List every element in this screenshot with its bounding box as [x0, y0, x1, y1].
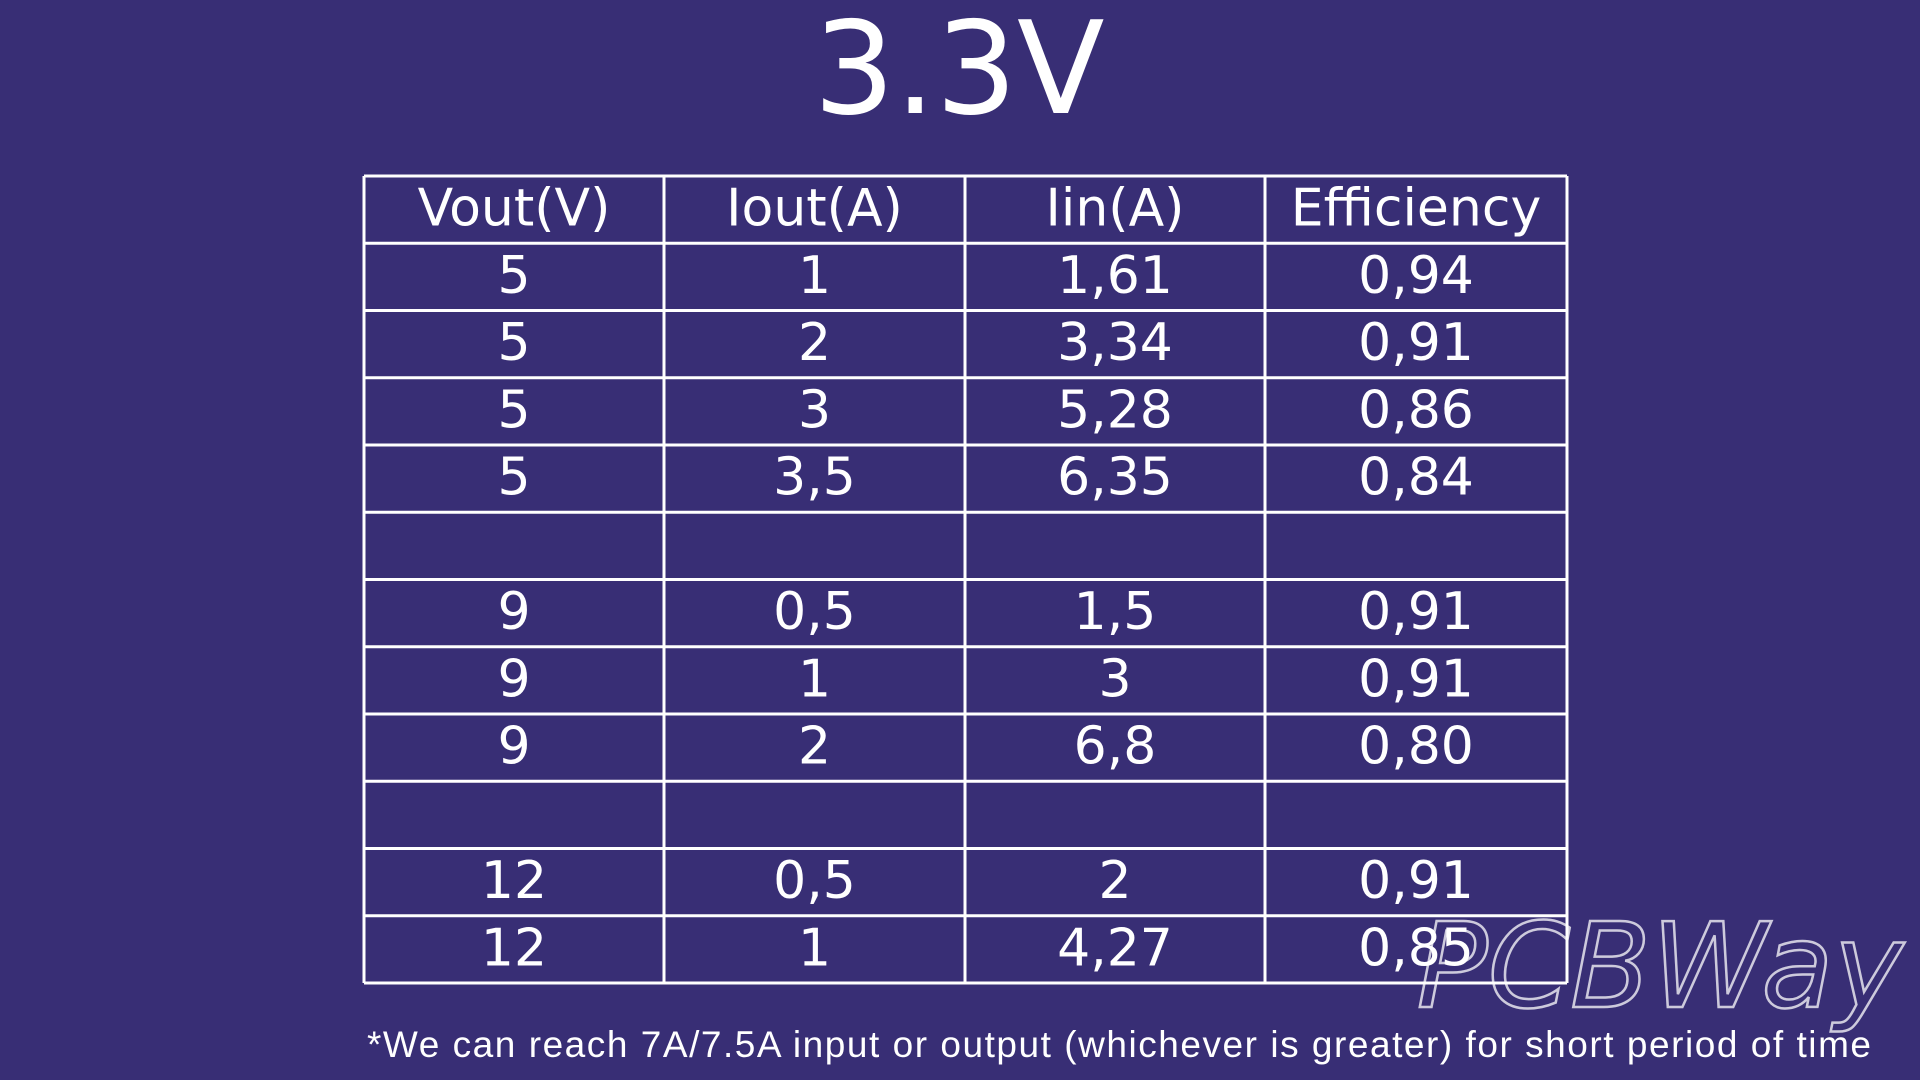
table-cell: 0,84: [1358, 448, 1474, 508]
table-cell: 0,85: [1358, 918, 1474, 978]
table-cell: 0,91: [1358, 851, 1474, 911]
table-cell: 1,61: [1057, 246, 1173, 306]
slide-title: 3.3V: [813, 0, 1104, 144]
table-cell: 0,91: [1358, 649, 1474, 709]
header-cell: Iout(A): [726, 179, 903, 239]
table-cell: 0,91: [1358, 582, 1474, 642]
table-cell: 1: [798, 918, 831, 978]
table-cell: 0,5: [773, 851, 856, 911]
table-cell: 12: [481, 918, 547, 978]
table-cell: 5: [497, 246, 530, 306]
table-cell: 3: [1098, 649, 1131, 709]
table-cell: 5: [497, 380, 530, 440]
header-cell: Vout(V): [418, 179, 611, 239]
footnote: *We can reach 7A/7.5A input or output (w…: [367, 1024, 1871, 1065]
table-cell: 5,28: [1057, 380, 1173, 440]
table-cell: 2: [798, 717, 831, 777]
table-cell: 2: [798, 313, 831, 373]
table-cell: 1: [798, 649, 831, 709]
table-cell: 0,94: [1358, 246, 1474, 306]
table-cell: 6,35: [1057, 448, 1173, 508]
table-cell: 9: [497, 717, 530, 777]
table-cell: 0,91: [1358, 313, 1474, 373]
header-cell: Efficiency: [1291, 179, 1541, 239]
table-cell: 0,5: [773, 582, 856, 642]
table-cell: 1,5: [1074, 582, 1157, 642]
table-cell: 4,27: [1057, 918, 1173, 978]
table-cell: 2: [1098, 851, 1131, 911]
table-cell: 3: [798, 380, 831, 440]
table-cell: 6,8: [1074, 717, 1157, 777]
table-cell: 9: [497, 649, 530, 709]
table-cell: 12: [481, 851, 547, 911]
table-cell: 0,86: [1358, 380, 1474, 440]
table-cell: 5: [497, 313, 530, 373]
table-cell: 3,5: [773, 448, 856, 508]
table-cell: 0,80: [1358, 717, 1474, 777]
table-cell: 1: [798, 246, 831, 306]
table-cell: 9: [497, 582, 530, 642]
header-cell: Iin(A): [1046, 179, 1185, 239]
table-cell: 3,34: [1057, 313, 1173, 373]
watermark: PCBWay: [1417, 897, 1906, 1035]
table-cell: 5: [497, 448, 530, 508]
